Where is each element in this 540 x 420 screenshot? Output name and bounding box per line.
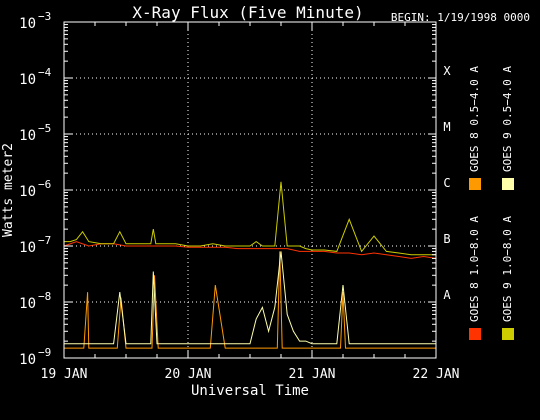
begin-label: BEGIN: 1/19/1998 0000 <box>391 11 530 24</box>
y-tick-exponent-1: −8 <box>38 290 51 303</box>
legend-label-3: GOES 9 0.5−4.0 A <box>501 66 514 172</box>
x-tick-label-3: 22 JAN <box>413 367 460 382</box>
series-line-3 <box>64 251 436 345</box>
legend-label-1: GOES 8 0.5−4.0 A <box>468 66 481 172</box>
x-tick-label-0: 19 JAN <box>41 367 88 382</box>
y-tick-exponent-6: −3 <box>38 10 51 23</box>
x-axis-ticks: 19 JAN 20 JAN 21 JAN 22 JAN <box>41 22 460 382</box>
legend-swatch-2 <box>502 328 514 340</box>
flare-class-label-B: B <box>443 232 450 246</box>
legend-label-0: GOES 8 1.0−8.0 A <box>468 216 481 322</box>
y-tick-label-6: 10 <box>19 16 36 32</box>
legend-label-2: GOES 9 1.0−8.0 A <box>501 216 514 322</box>
y-tick-label-0: 10 <box>19 352 36 368</box>
y-tick-exponent-0: −9 <box>38 346 51 359</box>
flare-class-label-A: A <box>443 288 451 302</box>
y-tick-label-2: 10 <box>19 240 36 256</box>
legend-swatch-0 <box>469 328 481 340</box>
y-tick-label-5: 10 <box>19 72 36 88</box>
gridlines <box>64 22 436 358</box>
x-axis-label: Universal Time <box>191 383 309 399</box>
y-axis-ticks: 10−910−810−710−610−510−410−3 <box>19 10 436 368</box>
series-lines <box>63 181 437 349</box>
legend-swatch-3 <box>502 178 514 190</box>
series-line-1 <box>64 251 436 349</box>
y-tick-label-3: 10 <box>19 184 36 200</box>
y-tick-exponent-5: −4 <box>38 66 52 79</box>
y-tick-exponent-3: −6 <box>38 178 51 191</box>
chart-title: X-Ray Flux (Five Minute) <box>132 3 363 22</box>
series-line-0 <box>63 241 437 259</box>
flare-class-label-C: C <box>443 176 450 190</box>
y-axis-label: Watts meter2 <box>1 143 16 237</box>
series-line-2 <box>64 181 436 256</box>
x-tick-label-1: 20 JAN <box>165 367 212 382</box>
x-tick-label-2: 21 JAN <box>289 367 336 382</box>
flare-class-label-M: M <box>443 120 450 134</box>
legend: GOES 8 1.0−8.0 A GOES 8 0.5−4.0 A GOES 9 1… <box>468 66 514 340</box>
y-tick-exponent-4: −5 <box>38 122 51 135</box>
flare-class-label-X: X <box>443 64 451 78</box>
flare-class-labels: A B C M X <box>443 64 451 302</box>
y-tick-label-1: 10 <box>19 296 36 312</box>
y-tick-label-4: 10 <box>19 128 36 144</box>
y-tick-exponent-2: −7 <box>38 234 51 247</box>
legend-swatch-1 <box>469 178 481 190</box>
